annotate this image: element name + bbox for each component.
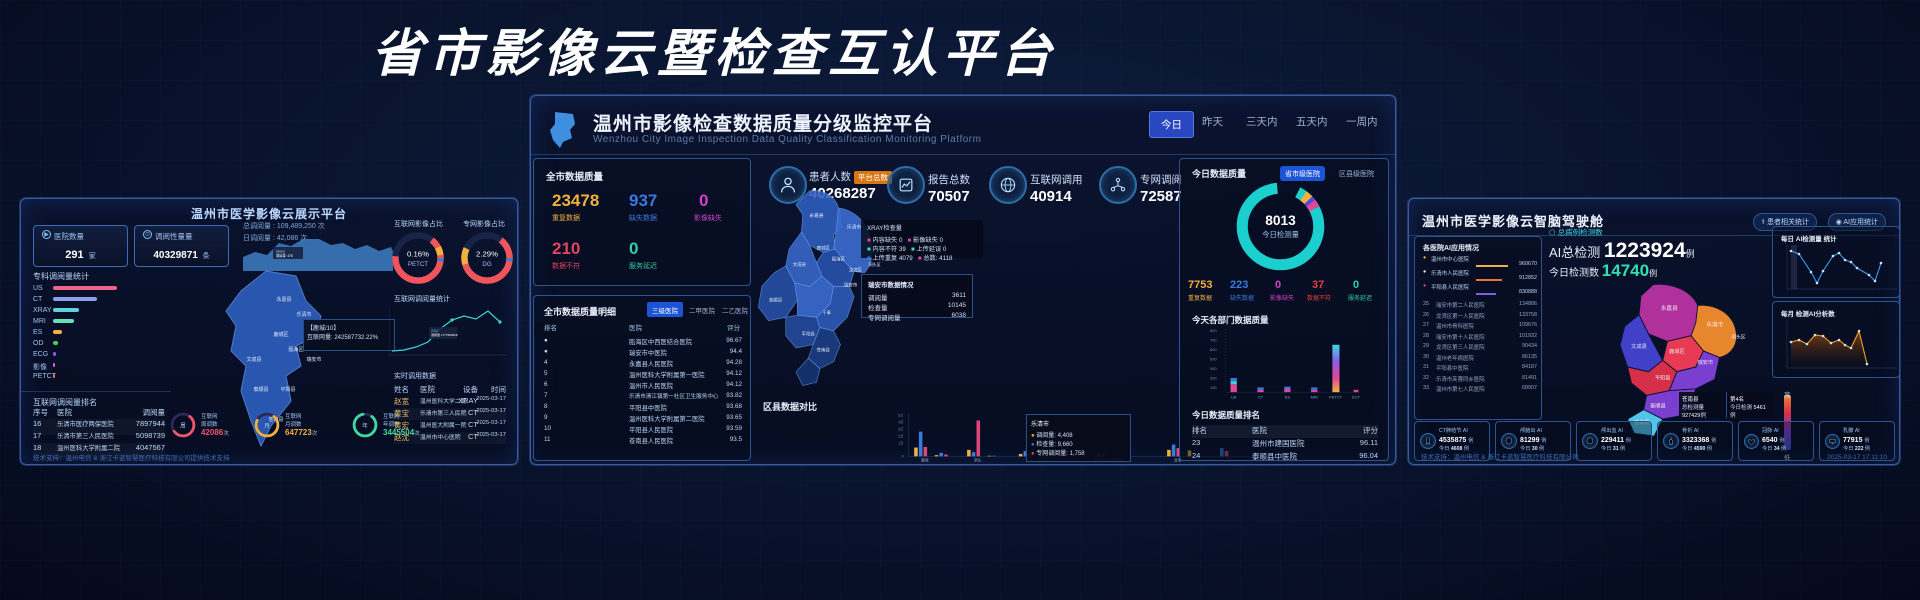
svg-text:永嘉县: 永嘉县 xyxy=(1661,304,1678,312)
svg-text:100: 100 xyxy=(1210,385,1217,390)
svg-text:ES: ES xyxy=(1285,394,1291,399)
svg-text:2.29%: 2.29% xyxy=(476,249,498,258)
svg-text:瓯海区: 瓯海区 xyxy=(832,256,846,263)
svg-text:年: 年 xyxy=(362,421,368,429)
svg-text:DG: DG xyxy=(482,261,491,268)
svg-text:苍南县: 苍南县 xyxy=(817,346,831,353)
svg-text:瑞安市: 瑞安市 xyxy=(306,356,321,363)
svg-text:0: 0 xyxy=(902,455,904,459)
svg-text:鹿城区: 鹿城区 xyxy=(273,331,288,338)
svg-text:文成县: 文成县 xyxy=(793,261,807,268)
svg-text:乐清市: 乐清市 xyxy=(1706,320,1723,328)
svg-text:PETCT: PETCT xyxy=(1329,394,1343,399)
svg-text:3万: 3万 xyxy=(898,427,904,431)
svg-text:干事: 干事 xyxy=(823,309,831,315)
svg-text:乐清市: 乐清市 xyxy=(296,311,311,318)
svg-text:文成县: 文成县 xyxy=(1631,342,1647,350)
svg-text:MRI: MRI xyxy=(1311,394,1318,399)
svg-text:600: 600 xyxy=(1210,347,1217,352)
svg-text:2万: 2万 xyxy=(898,435,904,439)
svg-text:700: 700 xyxy=(1210,338,1217,343)
svg-text:鹿城: 鹿城 xyxy=(921,458,929,463)
svg-text:永嘉县: 永嘉县 xyxy=(276,296,291,303)
svg-text:泰顺县: 泰顺县 xyxy=(253,386,268,393)
svg-text:今日检测量: 今日检测量 xyxy=(1262,230,1300,239)
svg-text:500: 500 xyxy=(1210,357,1217,362)
svg-text:800: 800 xyxy=(1210,329,1217,333)
svg-text:5万: 5万 xyxy=(898,414,904,417)
svg-text:月: 月 xyxy=(264,422,269,429)
svg-text:4万: 4万 xyxy=(898,420,904,424)
svg-text:瑞安市: 瑞安市 xyxy=(844,282,858,289)
svg-text:300: 300 xyxy=(1210,376,1217,381)
svg-text:泰顺县: 泰顺县 xyxy=(1650,402,1666,410)
svg-text:ECT: ECT xyxy=(1352,394,1360,399)
svg-text:平阳县: 平阳县 xyxy=(1655,373,1671,381)
svg-text:泰顺县: 泰顺县 xyxy=(769,297,783,304)
svg-text:调阅量 1777684628: 调阅量 1777684628 xyxy=(431,332,458,337)
svg-text:瑞安市: 瑞安市 xyxy=(1697,358,1713,366)
svg-text:平阳县: 平阳县 xyxy=(802,331,816,338)
svg-text:调阅量: 478: 调阅量: 478 xyxy=(276,253,293,258)
svg-text:鹿城区: 鹿城区 xyxy=(1669,347,1685,355)
svg-text:洞头: 洞头 xyxy=(974,458,982,463)
svg-text:平阳县: 平阳县 xyxy=(280,386,295,393)
svg-text:US: US xyxy=(1231,394,1237,399)
svg-text:400: 400 xyxy=(1210,366,1217,371)
svg-text:CT: CT xyxy=(1258,394,1264,399)
svg-text:1万: 1万 xyxy=(898,442,904,446)
svg-text:龙湾区: 龙湾区 xyxy=(849,266,863,273)
svg-text:PETCT: PETCT xyxy=(408,261,428,268)
svg-text:0.16%: 0.16% xyxy=(407,249,429,258)
svg-text:8013: 8013 xyxy=(1265,213,1296,228)
svg-text:瓯海区: 瓯海区 xyxy=(288,346,303,353)
svg-text:周: 周 xyxy=(180,422,185,429)
svg-text:文成县: 文成县 xyxy=(246,356,261,363)
svg-text:鹿城区: 鹿城区 xyxy=(817,245,831,252)
